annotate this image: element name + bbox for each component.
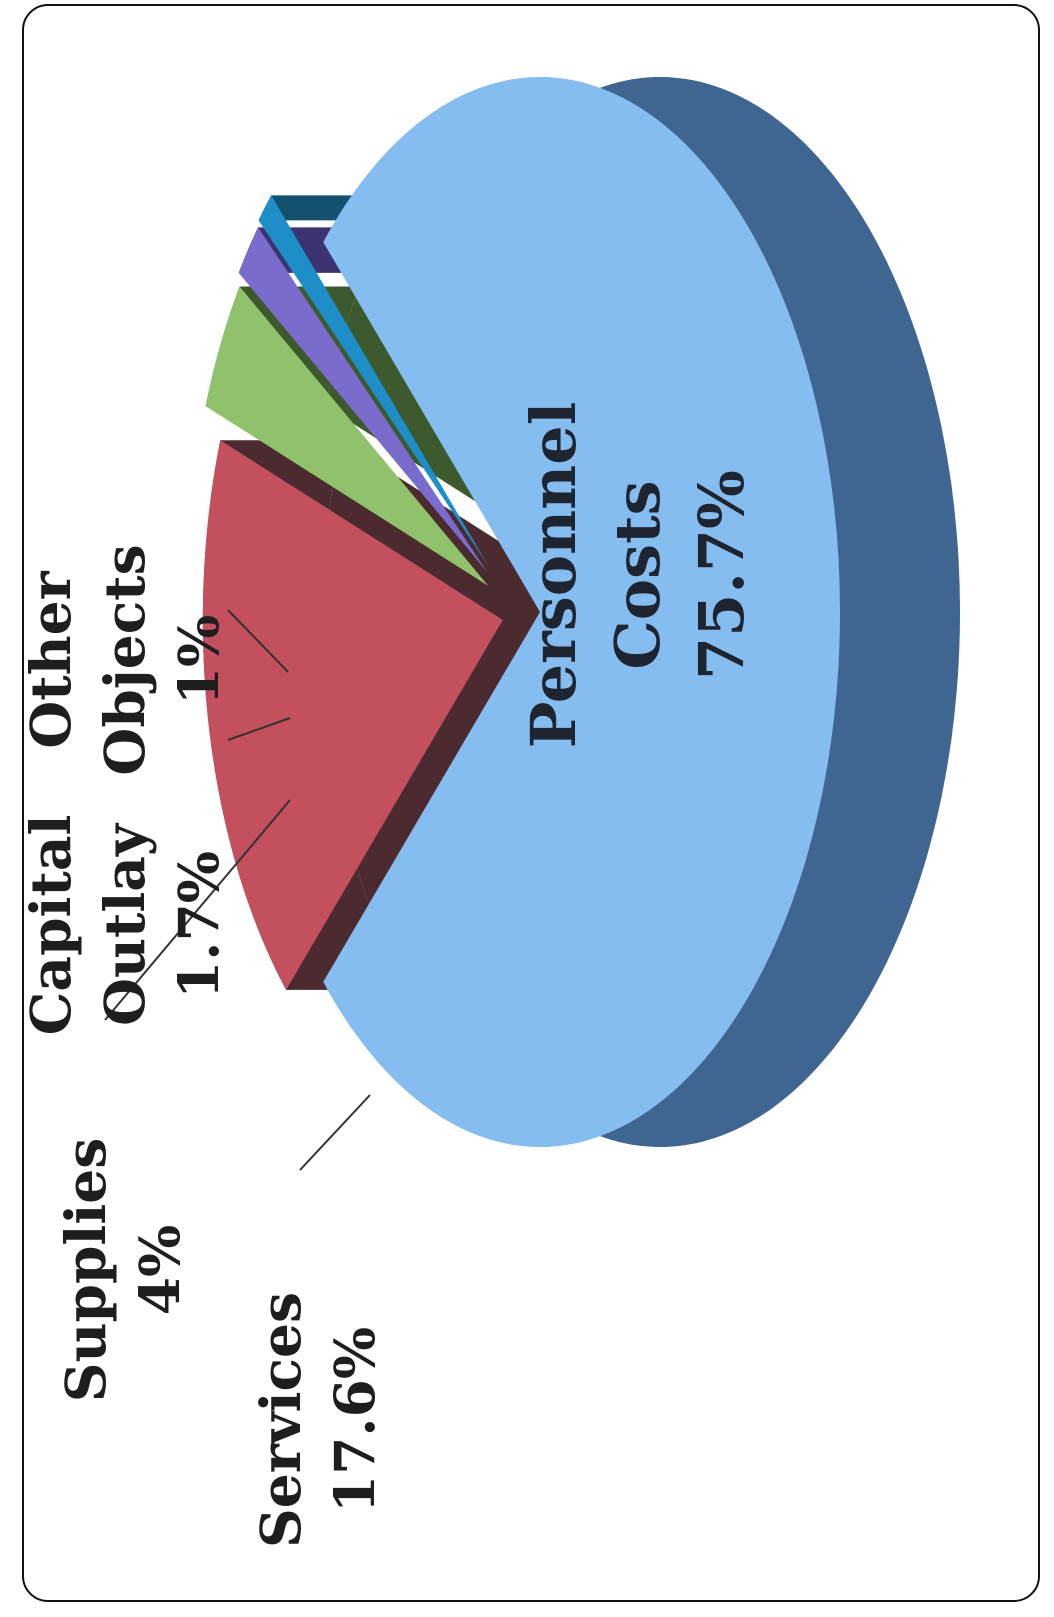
label-services: Services 17.6% bbox=[248, 1292, 387, 1548]
slice-edge-personnel-costs bbox=[323, 77, 960, 1147]
leader-line-services bbox=[299, 1094, 371, 1171]
slice-labels: Personnel Costs 75.7% Services 17.6% Supplies… bbox=[18, 402, 758, 1548]
slice-other-objects bbox=[258, 195, 488, 566]
label-line-supplies-0: Supplies bbox=[53, 1138, 118, 1402]
label-line-capital-outlay-0: Capital bbox=[18, 815, 83, 1036]
label-line-other-objects-0: Other bbox=[18, 570, 83, 748]
leader-line-other-objects bbox=[227, 609, 289, 673]
label-supplies: Supplies 4% bbox=[53, 1138, 192, 1402]
label-other-objects: Other Objects 1% bbox=[18, 544, 231, 775]
label-line-capital-outlay-2: 1.7% bbox=[166, 851, 231, 999]
slice-personnel-costs bbox=[323, 77, 840, 1148]
slice-supplies bbox=[205, 286, 489, 586]
slice-services bbox=[202, 440, 503, 990]
label-line-other-objects-1: Objects bbox=[92, 544, 157, 775]
label-line-personnel-costs-0: Personnel bbox=[517, 402, 590, 748]
label-line-personnel-costs-1: Costs bbox=[601, 480, 674, 669]
label-line-other-objects-2: 1% bbox=[166, 615, 231, 706]
pie-slices bbox=[202, 77, 960, 1148]
leader-line-capital-outlay bbox=[227, 717, 291, 741]
label-line-supplies-1: 4% bbox=[127, 1225, 192, 1316]
leader-line-supplies bbox=[104, 799, 291, 1021]
label-personnel-costs: Personnel Costs 75.7% bbox=[517, 402, 758, 748]
leader-lines bbox=[104, 609, 371, 1171]
label-line-personnel-costs-2: 75.7% bbox=[685, 470, 758, 680]
label-line-services-0: Services bbox=[248, 1292, 313, 1548]
label-line-capital-outlay-1: Outlay bbox=[92, 822, 157, 1026]
slice-capital-outlay bbox=[238, 227, 488, 573]
label-line-services-1: 17.6% bbox=[322, 1327, 387, 1513]
label-capital-outlay: Capital Outlay 1.7% bbox=[18, 815, 231, 1036]
